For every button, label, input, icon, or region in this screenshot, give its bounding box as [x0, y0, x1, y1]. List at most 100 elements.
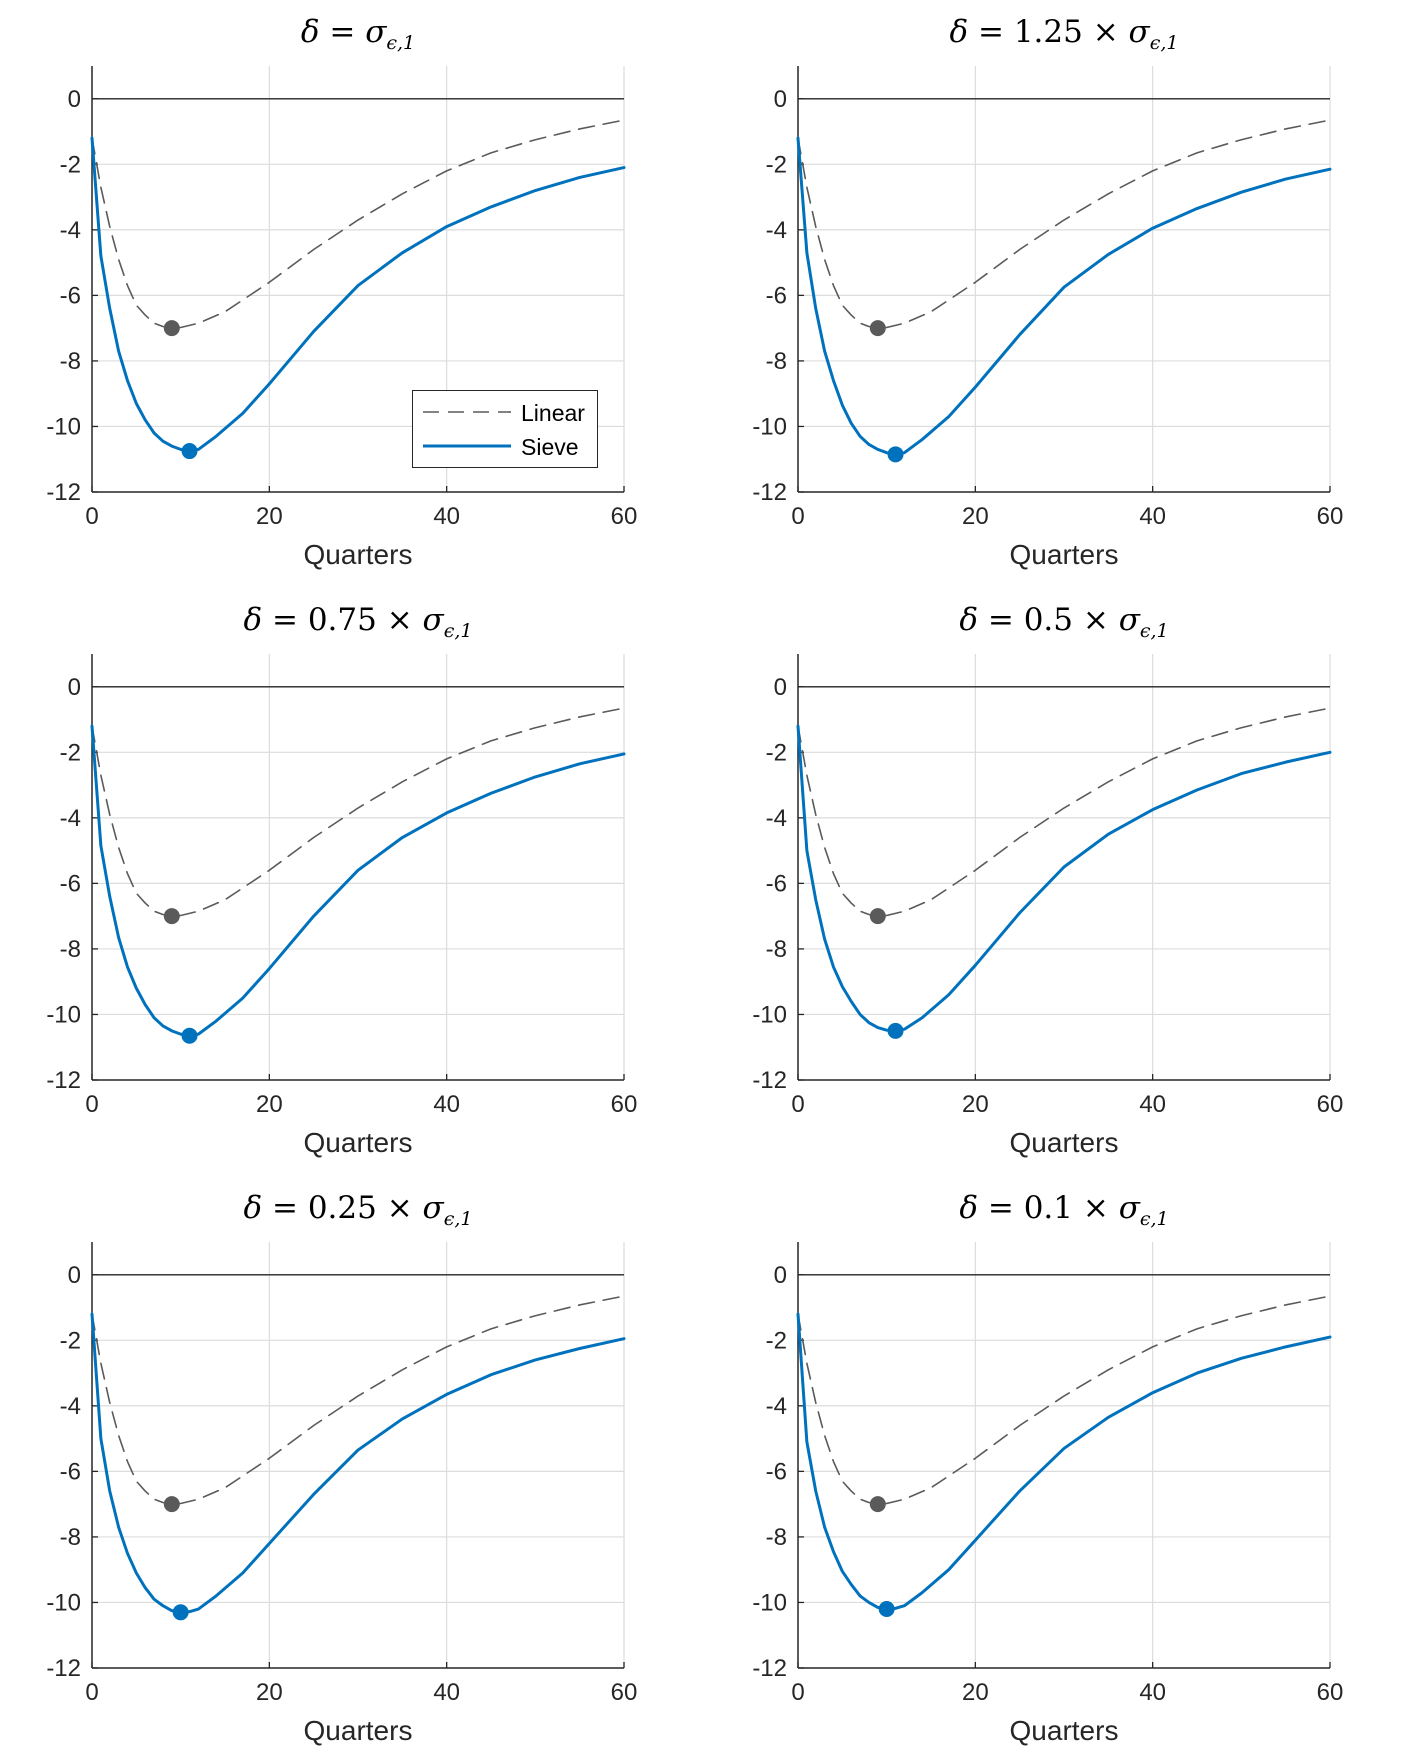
minimum-marker-sieve — [172, 1604, 189, 1621]
chart-panel-1: δ = σϵ,1 0 20 40 60 0 -2 -4 -6 -8 -10 -12 Quarters Li… — [0, 0, 706, 588]
minimum-marker-sieve — [887, 446, 904, 463]
y-tick-label: -2 — [60, 151, 81, 178]
y-tick-label: -6 — [60, 870, 81, 897]
series-line-sieve — [796, 136, 1332, 456]
x-tick-label: 60 — [611, 503, 638, 530]
series-line-linear — [797, 119, 1331, 329]
x-tick-label: 0 — [791, 503, 804, 530]
minimum-marker-linear — [869, 908, 886, 925]
x-tick-label: 0 — [85, 1679, 98, 1706]
chart-svg: 0 20 40 60 0 -2 -4 -6 -8 -10 -12 Quarters — [752, 66, 1344, 570]
minimum-marker-sieve — [181, 443, 198, 460]
x-tick-label: 40 — [433, 1091, 460, 1118]
y-tick-label: -4 — [766, 217, 787, 244]
y-tick-label: -2 — [60, 1327, 81, 1354]
y-tick-label: 0 — [774, 1262, 787, 1289]
series-line-sieve — [796, 724, 1332, 1033]
legend-item-sieve: Sieve — [413, 431, 597, 461]
x-tick-label: 20 — [256, 1091, 283, 1118]
y-tick-label: -10 — [46, 413, 81, 440]
y-tick-label: -8 — [766, 936, 787, 963]
y-tick-label: -12 — [46, 1655, 81, 1682]
minimum-marker-linear — [869, 1496, 886, 1513]
chart-svg: 0 20 40 60 0 -2 -4 -6 -8 -10 -12 Quarters — [46, 1242, 638, 1746]
y-tick-label: 0 — [774, 674, 787, 701]
minimum-marker-linear — [163, 1496, 180, 1513]
x-tick-label: 0 — [85, 1091, 98, 1118]
y-tick-label: -4 — [60, 805, 81, 832]
minimum-marker-sieve — [181, 1027, 198, 1044]
y-tick-label: -8 — [60, 348, 81, 375]
chart-panel-4: δ = 0.5 × σϵ,1 0 20 40 60 0 -2 -4 -6 -8 -10 -12 Quar… — [706, 588, 1412, 1176]
series-line-linear — [797, 1295, 1331, 1505]
y-tick-label: -12 — [46, 1067, 81, 1094]
y-tick-label: -2 — [766, 1327, 787, 1354]
chart-title: δ = 0.75 × σϵ,1 — [243, 602, 473, 642]
x-tick-label: 20 — [962, 1091, 989, 1118]
chart-title: δ = 0.1 × σϵ,1 — [959, 1190, 1169, 1230]
series-line-sieve — [90, 1312, 626, 1614]
y-tick-label: -2 — [766, 739, 787, 766]
series-line-linear — [91, 707, 625, 917]
y-tick-label: -8 — [60, 1524, 81, 1551]
y-tick-label: -12 — [752, 1067, 787, 1094]
chart-panel-2: δ = 1.25 × σϵ,1 0 20 40 60 0 -2 -4 -6 -8 -10 -12 Qua… — [706, 0, 1412, 588]
y-tick-label: -10 — [752, 1589, 787, 1616]
y-tick-label: 0 — [68, 1262, 81, 1289]
x-tick-label: 0 — [85, 503, 98, 530]
legend-label-linear: Linear — [521, 400, 585, 426]
y-tick-label: -8 — [766, 348, 787, 375]
x-tick-label: 60 — [1317, 503, 1344, 530]
y-tick-label: -4 — [766, 1393, 787, 1420]
x-tick-label: 40 — [1139, 1091, 1166, 1118]
chart-title: δ = σϵ,1 — [300, 14, 416, 54]
legend-swatch-linear — [423, 411, 511, 413]
y-tick-label: -2 — [766, 151, 787, 178]
x-tick-label: 20 — [256, 503, 283, 530]
minimum-marker-linear — [869, 320, 886, 337]
x-tick-label: 40 — [1139, 503, 1166, 530]
x-axis-label: Quarters — [304, 539, 413, 570]
chart-title: δ = 0.5 × σϵ,1 — [959, 602, 1169, 642]
series-line-linear — [91, 119, 625, 329]
legend-label-sieve: Sieve — [521, 434, 579, 460]
y-tick-label: -12 — [46, 479, 81, 506]
minimum-marker-linear — [163, 908, 180, 925]
x-tick-label: 60 — [611, 1679, 638, 1706]
x-axis-label: Quarters — [1010, 1127, 1119, 1158]
x-tick-label: 20 — [962, 1679, 989, 1706]
y-tick-label: 0 — [68, 86, 81, 113]
x-tick-label: 40 — [1139, 1679, 1166, 1706]
y-tick-label: -6 — [766, 1458, 787, 1485]
y-tick-label: -6 — [766, 870, 787, 897]
y-tick-label: -8 — [766, 1524, 787, 1551]
y-tick-label: -4 — [60, 1393, 81, 1420]
chart-svg: 0 20 40 60 0 -2 -4 -6 -8 -10 -12 Quarters — [752, 1242, 1344, 1746]
x-tick-label: 60 — [1317, 1679, 1344, 1706]
y-tick-label: -8 — [60, 936, 81, 963]
y-tick-label: -10 — [46, 1001, 81, 1028]
y-tick-label: -10 — [46, 1589, 81, 1616]
minimum-marker-sieve — [887, 1022, 904, 1039]
y-tick-label: -10 — [752, 1001, 787, 1028]
y-tick-label: -6 — [60, 1458, 81, 1485]
y-tick-label: -6 — [766, 282, 787, 309]
x-tick-label: 20 — [256, 1679, 283, 1706]
x-tick-label: 40 — [433, 503, 460, 530]
x-axis-label: Quarters — [304, 1127, 413, 1158]
chart-panel-6: δ = 0.1 × σϵ,1 0 20 40 60 0 -2 -4 -6 -8 -10 -12 Quar… — [706, 1176, 1412, 1764]
series-line-linear — [797, 707, 1331, 917]
series-line-linear — [91, 1295, 625, 1505]
x-axis-label: Quarters — [1010, 539, 1119, 570]
series-line-sieve — [90, 724, 626, 1038]
legend-swatch-sieve — [423, 444, 511, 448]
series-line-sieve — [796, 1312, 1332, 1611]
chart-panel-5: δ = 0.25 × σϵ,1 0 20 40 60 0 -2 -4 -6 -8 -10 -12 Qua… — [0, 1176, 706, 1764]
x-tick-label: 0 — [791, 1091, 804, 1118]
x-axis-label: Quarters — [1010, 1715, 1119, 1746]
x-tick-label: 20 — [962, 503, 989, 530]
y-tick-label: -12 — [752, 479, 787, 506]
y-tick-label: -6 — [60, 282, 81, 309]
minimum-marker-sieve — [878, 1601, 895, 1618]
